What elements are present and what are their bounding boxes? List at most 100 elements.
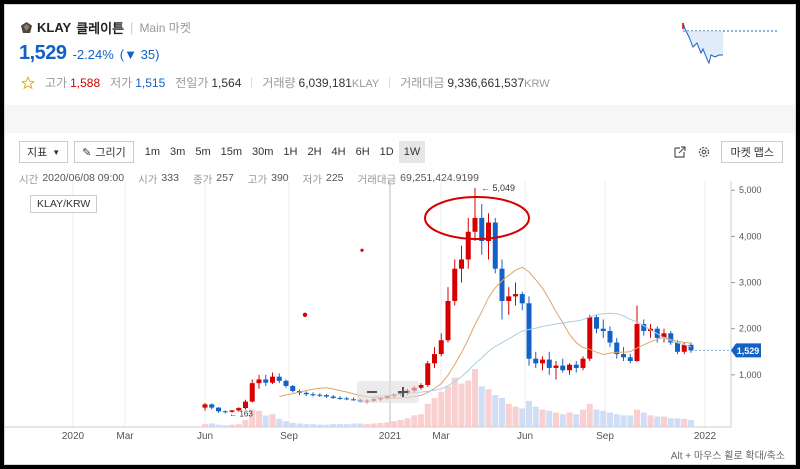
candle-body (634, 324, 640, 361)
candle-body (641, 324, 647, 331)
time-label: 시간 (19, 174, 39, 186)
interval-15m[interactable]: 15m (220, 146, 243, 158)
volume-bar (296, 423, 303, 427)
stat-low-label: 저가 (110, 76, 133, 90)
candle-body (600, 328, 606, 331)
volume-bar (553, 412, 559, 427)
stats-divider (251, 77, 253, 88)
volume-bar (600, 410, 607, 427)
candle-body (627, 357, 633, 361)
stat-amount-value: 9,336,661,537 (447, 76, 525, 90)
volume-bar (593, 409, 600, 427)
volume-bar (235, 424, 242, 427)
min-price-annotation: ← 163 (229, 409, 253, 418)
volume-bar (438, 392, 445, 427)
stat-volume-unit: KLAY (351, 78, 380, 90)
candle-body (236, 408, 242, 411)
volume-bar (283, 421, 289, 427)
candle-body (216, 407, 221, 412)
volume-bar (478, 386, 485, 427)
volume-bar (208, 423, 215, 427)
candle-body (249, 383, 255, 402)
x-tick-label: 2020 (62, 431, 85, 442)
coin-symbol: KLAY (37, 20, 72, 35)
interval-1w[interactable]: 1W (398, 141, 426, 163)
volume-bar (485, 389, 492, 427)
volume-bar (262, 415, 269, 427)
candle-body (540, 359, 545, 364)
interval-1d[interactable]: 1D (379, 146, 394, 158)
candle-body (499, 268, 505, 301)
volume-bar (674, 418, 681, 427)
candle-body (661, 333, 667, 338)
candle-body (506, 296, 512, 301)
interval-6h[interactable]: 6H (355, 146, 370, 158)
marker-dot (302, 312, 308, 318)
chart-toolbar: 지표 ▼ ✎ 그리기 1m 3m 5m 15m 30m 1H 2H 4H 6H 1D 1W (19, 141, 426, 163)
volume-bar (337, 424, 343, 427)
interval-1h[interactable]: 1H (283, 146, 298, 158)
candle-body (283, 380, 289, 386)
market-map-button[interactable]: 마켓 맵스 (721, 141, 783, 163)
pencil-icon: ✎ (82, 146, 92, 159)
interval-3m[interactable]: 3m (170, 146, 186, 158)
volume-bar (269, 414, 276, 427)
candle-body (276, 376, 282, 381)
candle-body (229, 410, 235, 412)
interval-4h[interactable]: 4H (331, 146, 346, 158)
volume-bar (458, 383, 465, 427)
mini-price-chart (682, 22, 779, 65)
candle-body (607, 331, 613, 343)
popout-icon[interactable] (673, 145, 687, 159)
candle-body (438, 340, 444, 355)
volume-bar (397, 420, 404, 427)
x-tick-label: Jun (517, 431, 533, 442)
candle-body (290, 385, 296, 391)
volume-bar (451, 377, 458, 427)
volume-bar (229, 424, 235, 427)
draw-button[interactable]: ✎ 그리기 (74, 141, 134, 163)
volume-bar (445, 386, 451, 427)
candle-body (573, 364, 579, 368)
volume-bar (640, 412, 647, 427)
volume-bar (310, 424, 316, 427)
stat-high-value: 1,588 (70, 76, 101, 90)
interval-2h[interactable]: 2H (307, 146, 322, 158)
volume-bar (492, 395, 499, 427)
interval-30m[interactable]: 30m (252, 146, 274, 158)
change-percent: -2.24% (72, 47, 114, 62)
interval-5m[interactable]: 5m (195, 146, 211, 158)
title-divider: | (130, 20, 134, 35)
candle-body (324, 395, 329, 397)
candle-body (418, 385, 424, 388)
settings-gear-icon[interactable] (697, 145, 711, 159)
volume-bar (566, 412, 573, 427)
volume-bar (620, 415, 627, 427)
y-tick-label: 2,000 (739, 324, 762, 334)
volume-bar (559, 414, 566, 427)
candle-body (681, 344, 687, 352)
volume-bar (377, 422, 384, 427)
stat-prev-label: 전일가 (175, 76, 209, 90)
candle-body (614, 342, 620, 355)
stat-high-label: 고가 (45, 76, 68, 90)
x-tick-label: 2022 (694, 431, 717, 442)
volume-bar (613, 414, 620, 427)
volume-bar (303, 424, 310, 427)
volume-bar (357, 423, 364, 427)
interval-1m[interactable]: 1m (144, 146, 161, 158)
chart-panel: 지표 ▼ ✎ 그리기 1m 3m 5m 15m 30m 1H 2H 4H 6H 1D 1W 마켓 맵스 … (5, 133, 796, 465)
volume-bar (627, 415, 634, 427)
open-value: 333 (161, 172, 179, 184)
candle-body (337, 397, 343, 399)
indicator-button[interactable]: 지표 ▼ (19, 141, 69, 163)
coin-name: 클레이튼 (76, 21, 125, 36)
volume-bar (647, 415, 654, 427)
candle-body (310, 394, 316, 396)
favorite-star-icon[interactable] (21, 75, 35, 90)
candlestick-chart[interactable]: 2020 Mar Jun Sep 2021 Mar Jun Sep 2022 5,000 4,000… (5, 163, 796, 465)
stats-row: 고가 1,588 저가 1,515 전일가 1,564 거래량 6,039,181KLA… (21, 74, 560, 91)
change-amount-value: 35 (140, 47, 156, 62)
volume-bar (330, 424, 337, 427)
zoom-controls[interactable] (357, 381, 419, 403)
